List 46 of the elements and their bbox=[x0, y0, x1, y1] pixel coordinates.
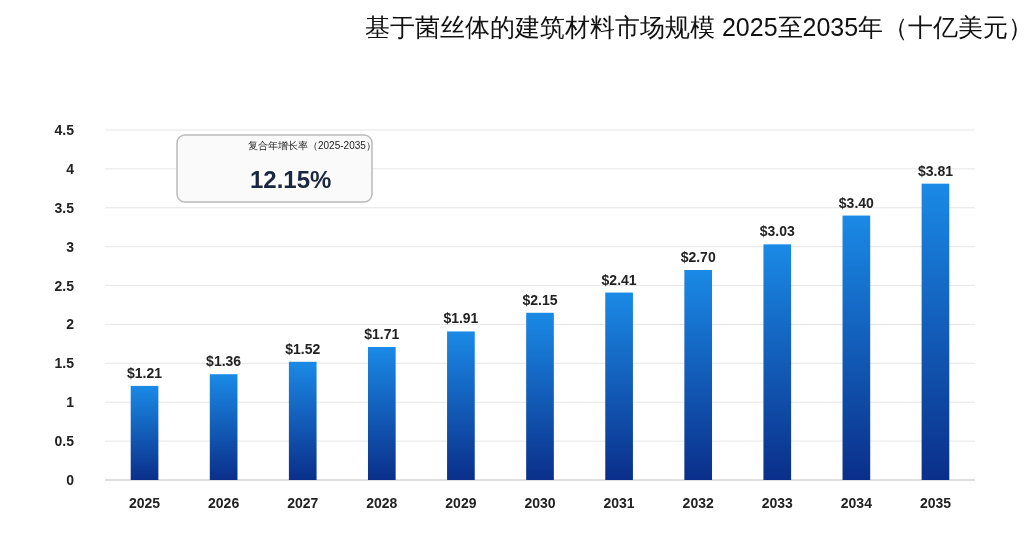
y-tick-label: 2.5 bbox=[54, 277, 75, 294]
x-tick-label: 2025 bbox=[128, 495, 161, 511]
bar bbox=[526, 312, 554, 480]
data-label: $1.21 bbox=[127, 364, 163, 381]
x-tick-label: 2026 bbox=[208, 495, 240, 511]
y-tick-label: 4.5 bbox=[54, 122, 75, 138]
y-tick-label: 3.5 bbox=[54, 199, 75, 216]
chart-title: 基于菌丝体的建筑材料市场规模 2025至2035年（十亿美元） bbox=[365, 13, 1024, 41]
x-tick-label: 2030 bbox=[524, 495, 556, 511]
data-label: $1.91 bbox=[443, 310, 479, 327]
data-label: $1.71 bbox=[364, 326, 400, 342]
data-label: $3.03 bbox=[759, 223, 795, 240]
x-tick-label: 2031 bbox=[603, 495, 635, 511]
x-tick-label: 2027 bbox=[287, 495, 319, 511]
y-tick-label: 1 bbox=[66, 394, 75, 411]
data-label: $2.15 bbox=[522, 291, 558, 308]
data-label: $1.36 bbox=[206, 353, 242, 370]
data-label: $2.70 bbox=[680, 249, 716, 265]
data-label: $3.40 bbox=[838, 194, 875, 211]
data-label: $3.81 bbox=[917, 162, 954, 179]
x-tick-label: 2032 bbox=[682, 495, 714, 511]
bar bbox=[921, 183, 950, 480]
bar bbox=[763, 244, 792, 480]
x-tick-label: 2035 bbox=[919, 495, 952, 511]
bar bbox=[288, 361, 317, 480]
bar bbox=[684, 270, 713, 480]
bar bbox=[447, 331, 475, 480]
y-tick-label: 1.5 bbox=[54, 355, 75, 372]
x-tick-label: 2029 bbox=[445, 495, 477, 511]
annotation: 12.15% bbox=[250, 166, 332, 193]
y-tick-label: 0.5 bbox=[54, 433, 75, 450]
bar bbox=[605, 292, 633, 480]
data-label: $2.41 bbox=[601, 271, 637, 288]
x-tick-label: 2034 bbox=[840, 495, 873, 511]
x-tick-label: 2033 bbox=[761, 495, 794, 511]
y-tick-label: 0 bbox=[66, 472, 75, 488]
y-tick-label: 3 bbox=[66, 238, 75, 255]
y-tick-label: 4 bbox=[66, 160, 75, 177]
data-label: $1.52 bbox=[285, 340, 321, 357]
bar bbox=[842, 215, 871, 480]
x-tick-label: 2028 bbox=[366, 495, 398, 511]
bar bbox=[130, 385, 159, 480]
annotation: 复合年增长率（2025-2035） bbox=[248, 140, 376, 151]
bar bbox=[209, 374, 238, 480]
bar bbox=[367, 347, 396, 480]
y-tick-label: 2 bbox=[66, 316, 75, 333]
